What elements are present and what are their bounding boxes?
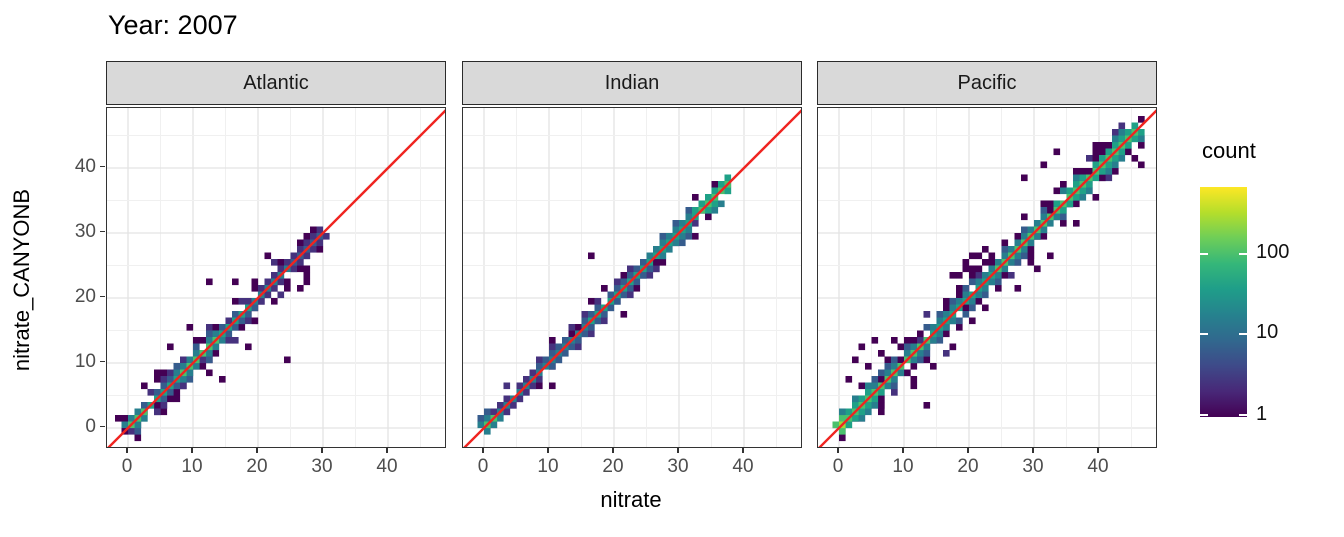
- x-tick-label: 0: [477, 456, 489, 477]
- legend: count 100 10 1: [1196, 138, 1344, 438]
- y-tick-label: 10: [74, 350, 96, 372]
- y-axis-title: nitrate_CANYONB: [9, 188, 34, 372]
- facet-panel-pacific: [817, 106, 1157, 448]
- x-tick-mark: [742, 448, 744, 453]
- x-tick-mark: [547, 448, 549, 453]
- legend-tick-mark: [1200, 253, 1208, 255]
- x-tick-label: 40: [732, 456, 754, 477]
- legend-tick-mark: [1239, 333, 1247, 335]
- y-tick-mark: [100, 165, 105, 168]
- legend-tick-mark: [1239, 414, 1247, 416]
- x-tick-label: 30: [1022, 456, 1044, 477]
- legend-title: count: [1202, 138, 1256, 163]
- x-tick-label: 30: [667, 456, 689, 477]
- legend-tick-mark: [1200, 414, 1208, 416]
- x-tick-mark: [482, 448, 484, 453]
- x-tick-mark: [1097, 448, 1099, 453]
- legend-tick-label: 10: [1256, 321, 1279, 343]
- plot-title: Year: 2007: [108, 10, 238, 40]
- x-tick-mark: [191, 448, 193, 453]
- x-tick-label: 20: [246, 456, 268, 477]
- y-tick-mark: [100, 425, 105, 428]
- x-axis-title: nitrate: [600, 487, 662, 512]
- y-tick-mark: [100, 295, 105, 298]
- facet-panel-atlantic: [106, 106, 446, 448]
- x-tick-label: 0: [121, 456, 133, 477]
- x-tick-mark: [126, 448, 128, 453]
- x-tick-label: 30: [311, 456, 333, 477]
- x-tick-mark: [967, 448, 969, 453]
- x-tick-mark: [1032, 448, 1034, 453]
- legend-colorbar: [1200, 187, 1247, 417]
- y-tick-label: 0: [85, 415, 96, 437]
- y-tick-label: 30: [74, 220, 96, 242]
- x-tick-label: 40: [376, 456, 398, 477]
- x-tick-mark: [256, 448, 258, 453]
- legend-tick-mark: [1200, 333, 1208, 335]
- y-tick-label: 20: [74, 285, 96, 307]
- x-tick-mark: [677, 448, 679, 453]
- x-tick-mark: [321, 448, 323, 453]
- facet-strip-pacific: Pacific: [817, 61, 1157, 105]
- x-tick-mark: [902, 448, 904, 453]
- x-tick-mark: [386, 448, 388, 453]
- y-tick-mark: [100, 230, 105, 233]
- x-tick-label: 10: [181, 456, 203, 477]
- x-tick-label: 40: [1087, 456, 1109, 477]
- x-tick-label: 10: [892, 456, 914, 477]
- x-tick-label: 20: [957, 456, 979, 477]
- x-tick-label: 10: [537, 456, 559, 477]
- facet-panel-indian: [462, 106, 802, 448]
- x-tick-mark: [837, 448, 839, 453]
- y-tick-label: 40: [74, 155, 96, 177]
- facet-strip-indian: Indian: [462, 61, 802, 105]
- x-tick-label: 20: [602, 456, 624, 477]
- x-tick-mark: [612, 448, 614, 453]
- legend-tick-mark: [1239, 253, 1247, 255]
- y-tick-mark: [100, 360, 105, 363]
- legend-tick-label: 1: [1256, 403, 1268, 425]
- facet-strip-atlantic: Atlantic: [106, 61, 446, 105]
- legend-tick-label: 100: [1256, 241, 1290, 263]
- x-tick-label: 0: [832, 456, 844, 477]
